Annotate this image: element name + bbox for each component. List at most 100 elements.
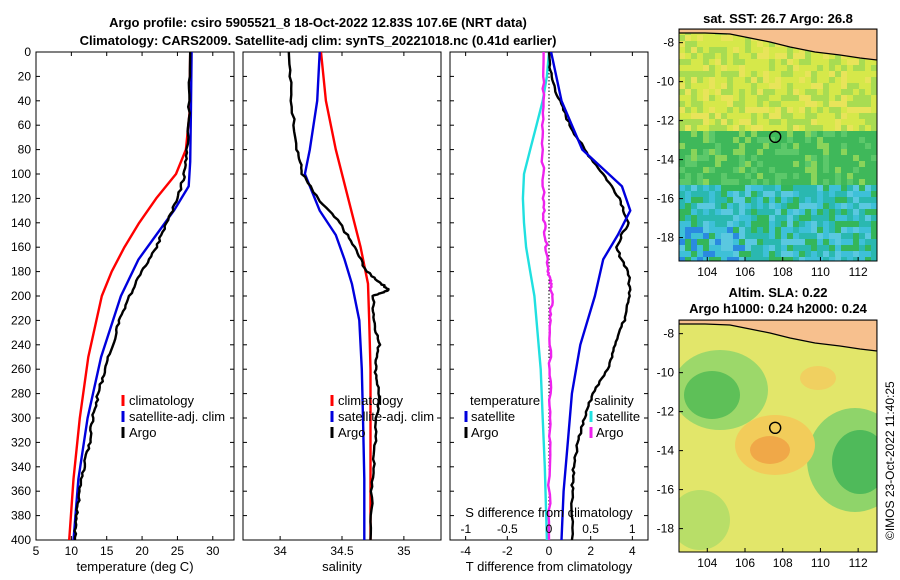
- sst-cell: [697, 245, 703, 251]
- sst-cell: [865, 179, 871, 185]
- sst-cell: [739, 53, 745, 59]
- sst-cell: [823, 197, 829, 203]
- sst-cell: [805, 221, 811, 227]
- sst-cell: [733, 167, 739, 173]
- sst-cell: [763, 77, 769, 83]
- sst-cell: [775, 215, 781, 221]
- sst-cell: [781, 143, 787, 149]
- sst-cell: [775, 197, 781, 203]
- sst-cell: [871, 95, 877, 101]
- sst-cell: [799, 257, 805, 261]
- sst-cell: [763, 203, 769, 209]
- sst-cell: [685, 215, 691, 221]
- sst-cell: [763, 257, 769, 261]
- sst-cell: [691, 161, 697, 167]
- sst-cell: [721, 65, 727, 71]
- sst-cell: [775, 239, 781, 245]
- sst-cell: [865, 227, 871, 233]
- sst-cell: [775, 203, 781, 209]
- sst-cell: [697, 197, 703, 203]
- sst-cell: [871, 227, 877, 233]
- sst-cell: [715, 251, 721, 257]
- sst-cell: [697, 191, 703, 197]
- sst-cell: [721, 251, 727, 257]
- sst-cell: [703, 95, 709, 101]
- sst-cell: [817, 95, 823, 101]
- sst-cell: [829, 221, 835, 227]
- sst-cell: [781, 149, 787, 155]
- depth-tick-label: 380: [11, 509, 31, 523]
- sst-cell: [841, 119, 847, 125]
- sst-cell: [805, 209, 811, 215]
- sst-cell: [793, 197, 799, 203]
- top-tick-label: 0: [546, 522, 553, 536]
- sst-cell: [841, 65, 847, 71]
- sst-cell: [871, 77, 877, 83]
- sst-cell: [799, 125, 805, 131]
- sst-cell: [793, 149, 799, 155]
- sst-cell: [691, 35, 697, 41]
- sst-cell: [793, 185, 799, 191]
- sst-cell: [739, 173, 745, 179]
- sst-cell: [859, 137, 865, 143]
- sst-cell: [811, 257, 817, 261]
- sst-cell: [715, 239, 721, 245]
- sst-cell: [709, 53, 715, 59]
- sst-cell: [769, 149, 775, 155]
- difference-legend: temperature salinity satellite Argo sate…: [464, 393, 640, 440]
- sst-cell: [715, 227, 721, 233]
- sst-cell: [757, 161, 763, 167]
- sst-cell: [709, 101, 715, 107]
- sst-cell: [781, 185, 787, 191]
- sst-cell: [733, 245, 739, 251]
- sst-cell: [679, 197, 685, 203]
- sst-cell: [865, 155, 871, 161]
- sst-cell: [691, 245, 697, 251]
- sst-cell: [775, 173, 781, 179]
- sst-cell: [811, 71, 817, 77]
- sst-cell: [805, 83, 811, 89]
- sst-cell: [841, 161, 847, 167]
- sst-cell: [751, 173, 757, 179]
- sst-cell: [691, 59, 697, 65]
- sst-cell: [715, 209, 721, 215]
- temperature-legend: climatology satellite-adj. clim Argo: [121, 393, 225, 440]
- sst-cell: [757, 221, 763, 227]
- sst-cell: [811, 215, 817, 221]
- sst-cell: [787, 77, 793, 83]
- sst-cell: [697, 95, 703, 101]
- sst-cell: [733, 47, 739, 53]
- sst-cell: [799, 71, 805, 77]
- sst-cell: [853, 167, 859, 173]
- sst-cell: [763, 59, 769, 65]
- sst-cell: [721, 71, 727, 77]
- sst-cell: [823, 95, 829, 101]
- sst-cell: [715, 215, 721, 221]
- sst-cell: [841, 191, 847, 197]
- sst-cell: [745, 89, 751, 95]
- x-tick-label: 35: [397, 544, 411, 558]
- sst-cell: [859, 173, 865, 179]
- legend-label: satellite-adj. clim: [338, 409, 434, 424]
- sst-cell: [703, 59, 709, 65]
- sst-cell: [709, 155, 715, 161]
- sst-cell: [781, 257, 787, 261]
- x-tick-label: 2: [587, 544, 594, 558]
- sst-cell: [679, 233, 685, 239]
- sst-cell: [679, 179, 685, 185]
- sst-cell: [685, 203, 691, 209]
- salinity-xlabel: salinity: [322, 559, 362, 574]
- sst-cell: [769, 227, 775, 233]
- sst-cell: [715, 77, 721, 83]
- series-line-t-argo: [547, 52, 632, 540]
- sst-cell: [805, 59, 811, 65]
- sst-cell: [823, 113, 829, 119]
- sst-cell: [871, 89, 877, 95]
- sst-cell: [769, 101, 775, 107]
- sst-cell: [799, 185, 805, 191]
- sst-cell: [817, 233, 823, 239]
- sst-cell: [739, 119, 745, 125]
- lon-tick-label: 110: [811, 265, 830, 279]
- sst-cell: [793, 137, 799, 143]
- sst-cell: [805, 53, 811, 59]
